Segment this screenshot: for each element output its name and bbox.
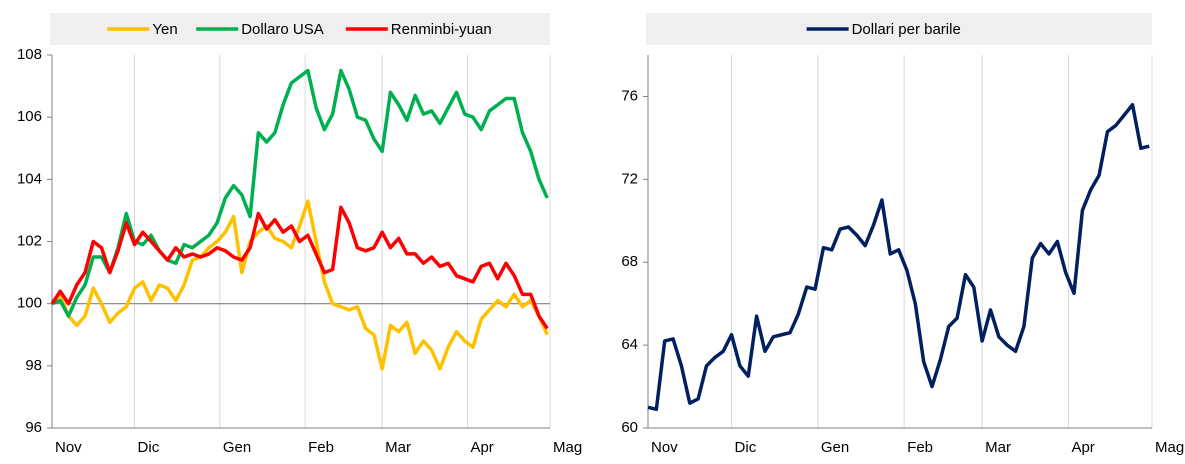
y-tick-label: 64 <box>621 336 638 353</box>
y-tick-label: 108 <box>17 46 42 63</box>
x-tick-label: Gen <box>223 439 251 456</box>
legend-label: Yen <box>152 21 177 38</box>
x-tick-label: Feb <box>907 439 933 456</box>
x-tick-label: Mag <box>553 439 582 456</box>
series-line <box>647 102 1150 412</box>
y-tick-label: 76 <box>621 87 638 104</box>
series-line <box>50 199 549 371</box>
legend-box <box>646 13 1152 45</box>
x-tick-label: Mar <box>985 439 1011 456</box>
legend-label: Dollaro USA <box>241 21 324 38</box>
y-tick-label: 72 <box>621 170 638 187</box>
series-line <box>50 205 549 330</box>
y-tick-label: 106 <box>17 108 42 125</box>
x-tick-label: Dic <box>138 439 160 456</box>
x-tick-label: Apr <box>470 439 493 456</box>
y-tick-label: 100 <box>17 295 42 312</box>
x-tick-label: Apr <box>1071 439 1094 456</box>
y-tick-label: 60 <box>621 419 638 436</box>
legend-label: Renminbi-yuan <box>391 21 492 38</box>
x-tick-label: Feb <box>308 439 334 456</box>
x-tick-label: Mag <box>1155 439 1184 456</box>
y-tick-label: 102 <box>17 232 42 249</box>
x-tick-label: Mar <box>385 439 411 456</box>
y-tick-label: 104 <box>17 170 42 187</box>
x-tick-label: Gen <box>821 439 849 456</box>
y-tick-label: 98 <box>25 357 42 374</box>
legend-label: Dollari per barile <box>852 21 961 38</box>
y-tick-label: 96 <box>25 419 42 436</box>
x-tick-label: Nov <box>651 439 678 456</box>
x-tick-label: Dic <box>735 439 757 456</box>
y-tick-label: 68 <box>621 253 638 270</box>
x-tick-label: Nov <box>55 439 82 456</box>
